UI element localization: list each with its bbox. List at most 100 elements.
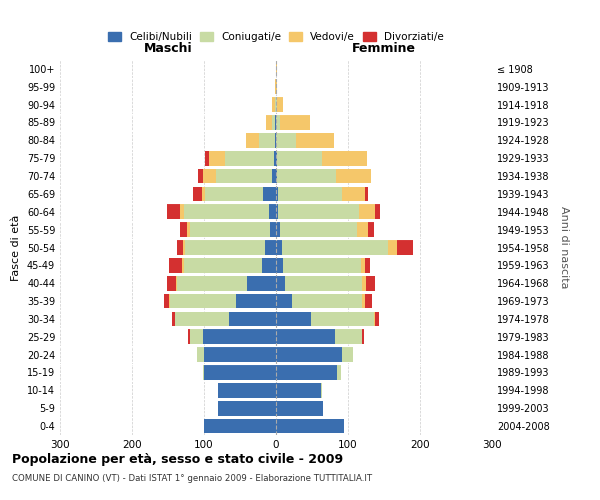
Bar — [190, 330, 203, 344]
Bar — [246, 133, 259, 148]
Bar — [225, 151, 274, 166]
Bar — [337, 365, 341, 380]
Bar — [202, 186, 205, 201]
Bar — [342, 348, 353, 362]
Bar — [292, 294, 362, 308]
Bar — [283, 258, 361, 272]
Bar — [365, 258, 370, 272]
Bar — [190, 222, 270, 237]
Bar — [183, 240, 185, 255]
Bar — [184, 258, 262, 272]
Bar — [320, 383, 322, 398]
Bar — [365, 186, 368, 201]
Bar — [276, 401, 323, 415]
Bar — [276, 312, 311, 326]
Bar — [269, 204, 276, 219]
Bar — [362, 276, 366, 290]
Bar — [274, 151, 276, 166]
Bar — [216, 168, 272, 184]
Bar — [236, 294, 276, 308]
Bar — [187, 222, 190, 237]
Bar — [204, 365, 276, 380]
Text: Maschi: Maschi — [143, 42, 193, 54]
Bar — [270, 222, 276, 237]
Bar — [374, 204, 380, 219]
Bar — [276, 80, 277, 94]
Bar — [277, 151, 322, 166]
Bar — [277, 98, 283, 112]
Bar — [188, 330, 190, 344]
Bar — [277, 168, 337, 184]
Bar — [218, 401, 276, 415]
Bar — [275, 80, 276, 94]
Bar — [374, 312, 376, 326]
Bar — [197, 168, 203, 184]
Bar — [276, 62, 277, 76]
Bar — [184, 204, 269, 219]
Bar — [205, 186, 263, 201]
Bar — [280, 222, 358, 237]
Text: Popolazione per età, sesso e stato civile - 2009: Popolazione per età, sesso e stato civil… — [12, 452, 343, 466]
Bar — [182, 258, 184, 272]
Bar — [276, 133, 296, 148]
Bar — [247, 276, 276, 290]
Bar — [397, 240, 413, 255]
Bar — [322, 151, 367, 166]
Bar — [366, 276, 374, 290]
Bar — [275, 98, 276, 112]
Bar — [276, 151, 277, 166]
Bar — [276, 222, 280, 237]
Bar — [362, 294, 365, 308]
Bar — [169, 258, 182, 272]
Bar — [280, 115, 310, 130]
Bar — [275, 115, 276, 130]
Bar — [169, 294, 170, 308]
Text: Femmine: Femmine — [352, 42, 416, 54]
Bar — [180, 222, 187, 237]
Bar — [203, 168, 216, 184]
Bar — [296, 133, 334, 148]
Bar — [278, 204, 359, 219]
Bar — [276, 115, 280, 130]
Bar — [376, 312, 379, 326]
Bar — [203, 365, 204, 380]
Bar — [203, 330, 276, 344]
Bar — [272, 98, 275, 112]
Bar — [276, 168, 277, 184]
Bar — [276, 294, 292, 308]
Bar — [262, 258, 276, 272]
Legend: Celibi/Nubili, Coniugati/e, Vedovi/e, Divorziati/e: Celibi/Nubili, Coniugati/e, Vedovi/e, Di… — [104, 28, 448, 46]
Bar — [170, 294, 236, 308]
Y-axis label: Fasce di età: Fasce di età — [11, 214, 21, 280]
Bar — [359, 204, 374, 219]
Bar — [263, 186, 276, 201]
Bar — [388, 240, 397, 255]
Bar — [335, 330, 362, 344]
Bar — [358, 222, 368, 237]
Bar — [197, 348, 204, 362]
Bar — [276, 98, 277, 112]
Bar — [276, 419, 344, 434]
Bar — [361, 258, 365, 272]
Bar — [209, 151, 225, 166]
Bar — [176, 276, 247, 290]
Bar — [185, 240, 265, 255]
Bar — [175, 312, 229, 326]
Bar — [178, 240, 183, 255]
Bar — [276, 348, 342, 362]
Bar — [365, 294, 372, 308]
Bar — [276, 383, 320, 398]
Bar — [278, 186, 341, 201]
Bar — [276, 204, 278, 219]
Bar — [368, 222, 374, 237]
Bar — [272, 168, 276, 184]
Bar — [193, 186, 202, 201]
Bar — [180, 204, 184, 219]
Bar — [259, 133, 275, 148]
Bar — [362, 330, 364, 344]
Bar — [204, 348, 276, 362]
Bar — [164, 294, 169, 308]
Text: COMUNE DI CANINO (VT) - Dati ISTAT 1° gennaio 2009 - Elaborazione TUTTITALIA.IT: COMUNE DI CANINO (VT) - Dati ISTAT 1° ge… — [12, 474, 372, 483]
Bar — [276, 258, 283, 272]
Bar — [167, 204, 180, 219]
